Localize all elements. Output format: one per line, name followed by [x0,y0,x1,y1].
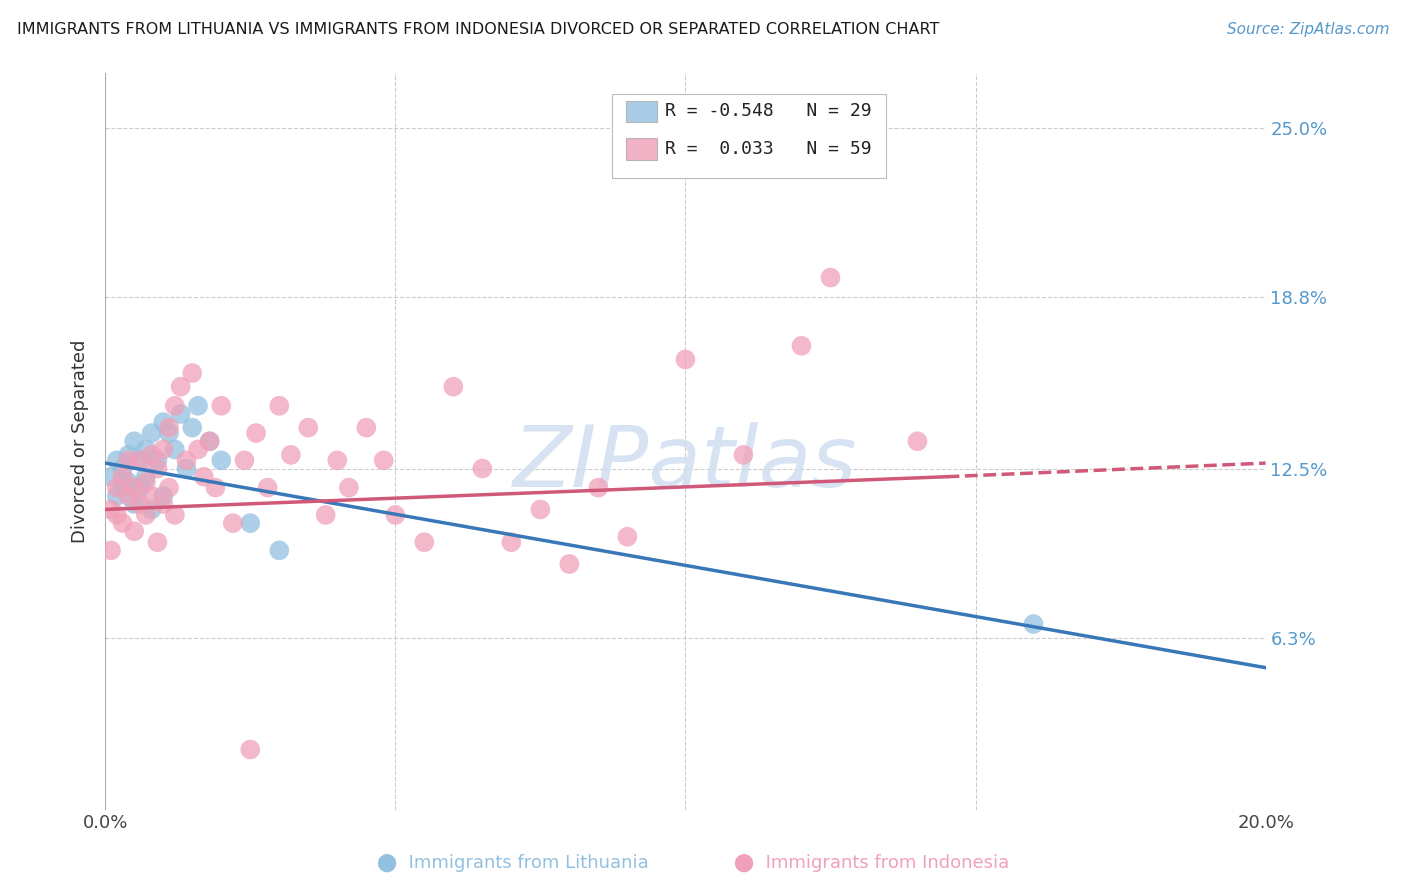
Point [616,530,638,544]
Point [1022,617,1045,632]
Point [315,508,337,522]
Point [297,420,319,434]
Point [187,442,209,457]
Point [209,399,232,413]
Point [117,448,139,462]
Point [111,516,134,530]
Point [157,481,180,495]
Point [245,426,267,441]
Point [163,399,186,413]
Text: ⬤  Immigrants from Indonesia: ⬤ Immigrants from Indonesia [734,854,1010,872]
Point [356,420,378,434]
Point [152,497,174,511]
Point [269,543,291,558]
Point [558,557,581,571]
Point [501,535,523,549]
Point [146,453,169,467]
Text: Source: ZipAtlas.com: Source: ZipAtlas.com [1226,22,1389,37]
Point [157,426,180,441]
Point [176,461,198,475]
Text: ZIPatlas: ZIPatlas [513,422,858,505]
Point [373,453,395,467]
Point [105,489,128,503]
Point [269,399,291,413]
Point [105,453,128,467]
Point [471,461,494,475]
Point [907,434,929,449]
Point [111,461,134,475]
Point [256,481,278,495]
Point [100,469,122,483]
Point [122,481,145,495]
Point [135,442,157,457]
Point [820,270,842,285]
Text: ⬤  Immigrants from Lithuania: ⬤ Immigrants from Lithuania [377,854,650,872]
Point [181,366,204,380]
Point [193,469,215,483]
Point [204,481,226,495]
Point [280,448,302,462]
Point [141,502,163,516]
Text: R = -0.548   N = 29: R = -0.548 N = 29 [665,103,872,120]
Point [129,453,152,467]
Point [529,502,551,516]
Point [141,448,163,462]
Point [733,448,755,462]
Point [122,497,145,511]
Point [129,497,152,511]
Y-axis label: Divorced or Separated: Divorced or Separated [72,340,89,543]
Point [233,453,256,467]
Point [146,461,169,475]
Point [141,489,163,503]
Point [326,453,349,467]
Point [673,352,696,367]
Point [135,508,157,522]
Point [100,543,122,558]
Point [129,481,152,495]
Point [146,535,169,549]
Point [588,481,610,495]
Point [413,535,436,549]
Point [111,481,134,495]
Point [117,489,139,503]
Point [117,453,139,467]
Point [152,442,174,457]
Point [122,524,145,539]
Text: IMMIGRANTS FROM LITHUANIA VS IMMIGRANTS FROM INDONESIA DIVORCED OR SEPARATED COR: IMMIGRANTS FROM LITHUANIA VS IMMIGRANTS … [17,22,939,37]
Point [169,380,191,394]
Point [157,420,180,434]
Point [239,516,262,530]
Point [176,453,198,467]
Point [105,508,128,522]
Point [337,481,360,495]
Point [141,426,163,441]
Point [152,489,174,503]
Point [239,742,262,756]
Point [111,469,134,483]
Point [384,508,406,522]
Point [181,420,204,434]
Point [441,380,464,394]
Point [198,434,221,449]
Point [152,415,174,429]
Point [100,502,122,516]
Point [163,442,186,457]
Point [169,407,191,421]
Point [135,469,157,483]
Point [117,475,139,490]
Point [122,434,145,449]
Point [135,475,157,490]
Text: R =  0.033   N = 59: R = 0.033 N = 59 [665,140,872,158]
Point [222,516,245,530]
Point [198,434,221,449]
Point [790,339,813,353]
Point [187,399,209,413]
Point [105,481,128,495]
Point [209,453,232,467]
Point [163,508,186,522]
Point [129,453,152,467]
